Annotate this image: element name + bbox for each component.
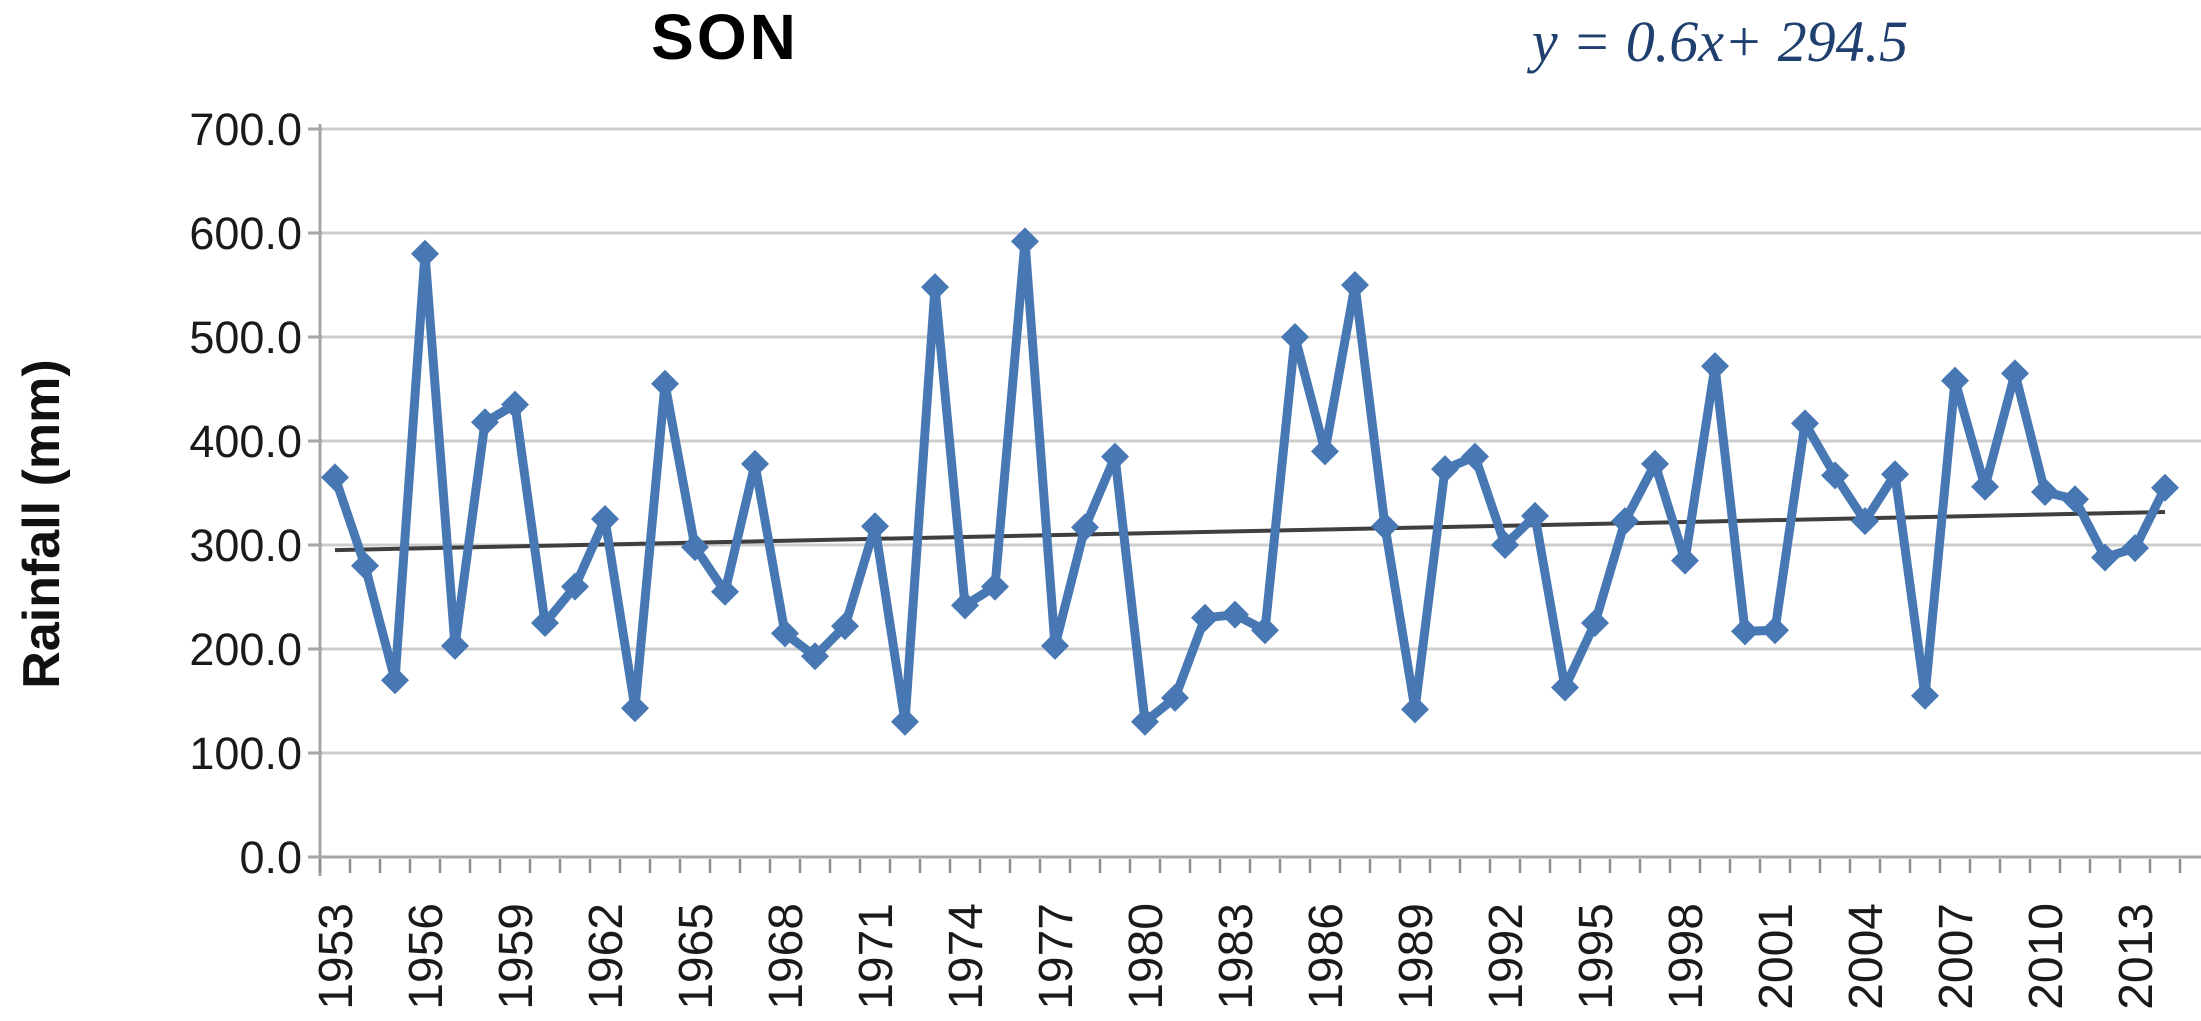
x-tick-label: 1971 <box>850 903 903 1010</box>
x-tick-label: 1956 <box>400 903 453 1010</box>
data-point-marker <box>441 631 469 660</box>
data-point-marker <box>921 273 949 302</box>
data-point-marker <box>981 572 1009 601</box>
data-point-marker <box>1041 631 1069 660</box>
y-tick-label: 100.0 <box>189 728 302 779</box>
data-point-marker <box>321 463 349 492</box>
x-tick-label: 1959 <box>490 903 543 1010</box>
x-tick-label: 1962 <box>580 903 633 1010</box>
trendline-equation-label: y = 0.6x+ 294.5 <box>1531 9 1909 74</box>
data-point-marker <box>801 642 829 671</box>
data-point-marker <box>1761 616 1789 645</box>
data-point-marker <box>2031 477 2059 506</box>
data-point-marker <box>591 505 619 533</box>
data-point-marker <box>1971 472 1999 501</box>
data-point-marker <box>1491 531 1519 559</box>
data-point-marker <box>531 609 559 637</box>
x-tick-label: 2013 <box>2110 903 2163 1010</box>
data-point-marker <box>2151 473 2179 502</box>
data-point-marker <box>651 369 679 398</box>
data-point-marker <box>1911 681 1939 710</box>
x-tick-label: 1998 <box>1660 903 1713 1010</box>
data-point-marker <box>381 666 409 695</box>
data-point-marker <box>831 612 859 641</box>
y-tick-label: 500.0 <box>189 312 302 363</box>
x-tick-label: 1983 <box>1210 903 1263 1010</box>
x-tick-label: 1980 <box>1120 903 1173 1010</box>
data-point-marker <box>1461 442 1489 471</box>
data-point-marker <box>1551 673 1579 702</box>
y-tick-label: 400.0 <box>189 416 302 467</box>
data-point-marker <box>1431 455 1459 484</box>
data-point-marker <box>1131 707 1159 736</box>
data-point-marker <box>951 591 979 620</box>
x-tick-label: 1989 <box>1390 903 1443 1010</box>
y-tick-label: 200.0 <box>189 624 302 675</box>
x-tick-label: 1992 <box>1480 903 1533 1010</box>
data-point-marker <box>1941 366 1969 395</box>
data-point-marker <box>1881 460 1909 489</box>
data-point-marker <box>2001 359 2029 388</box>
data-point-marker <box>1641 449 1669 478</box>
x-tick-label: 1974 <box>940 903 993 1010</box>
y-tick-label: 600.0 <box>189 208 302 259</box>
data-point-marker <box>1791 409 1819 438</box>
data-point-marker <box>1581 609 1609 637</box>
data-point-marker <box>1191 603 1219 632</box>
data-point-marker <box>861 512 889 541</box>
data-point-marker <box>471 408 499 437</box>
data-point-marker <box>681 533 709 562</box>
data-point-marker <box>411 239 439 268</box>
data-point-marker <box>2091 543 2119 572</box>
y-tick-label: 700.0 <box>189 104 302 155</box>
data-point-marker <box>1821 461 1849 490</box>
x-tick-label: 2010 <box>2020 903 2073 1010</box>
chart-title: SON <box>651 1 799 73</box>
data-point-marker <box>771 619 799 648</box>
x-tick-label: 2007 <box>1930 903 1983 1010</box>
data-point-marker <box>1371 512 1399 541</box>
data-point-marker <box>351 551 379 580</box>
data-point-marker <box>1671 546 1699 575</box>
x-tick-label: 1965 <box>670 903 723 1010</box>
data-point-marker <box>1341 271 1369 299</box>
data-point-marker <box>1731 617 1759 646</box>
data-point-marker <box>2061 485 2089 514</box>
data-point-marker <box>1701 352 1729 381</box>
data-point-marker <box>711 577 739 606</box>
data-point-marker <box>1311 437 1339 466</box>
data-point-marker <box>1161 683 1189 712</box>
x-tick-label: 2001 <box>1750 903 1803 1010</box>
y-tick-label: 300.0 <box>189 520 302 571</box>
data-point-marker <box>621 694 649 723</box>
data-point-marker <box>1251 616 1279 645</box>
data-point-marker <box>1281 323 1309 351</box>
x-tick-label: 2004 <box>1840 903 1893 1010</box>
data-point-marker <box>501 390 529 419</box>
data-point-marker <box>561 572 589 601</box>
data-point-marker <box>1011 227 1039 256</box>
x-tick-label: 1995 <box>1570 903 1623 1010</box>
data-point-marker <box>741 449 769 478</box>
data-point-marker <box>2121 534 2149 563</box>
y-tick-label: 0.0 <box>239 832 302 883</box>
data-point-marker <box>1521 501 1549 530</box>
data-point-marker <box>1071 513 1099 542</box>
data-point-marker <box>1221 600 1249 629</box>
x-tick-label: 1953 <box>310 903 363 1010</box>
data-point-marker <box>1101 442 1129 471</box>
x-tick-label: 1977 <box>1030 903 1083 1010</box>
data-point-marker <box>1401 695 1429 724</box>
data-point-marker <box>891 707 919 736</box>
data-point-marker <box>1611 507 1639 536</box>
x-tick-label: 1986 <box>1300 903 1353 1010</box>
data-point-marker <box>1851 507 1879 536</box>
x-tick-label: 1968 <box>760 903 813 1010</box>
